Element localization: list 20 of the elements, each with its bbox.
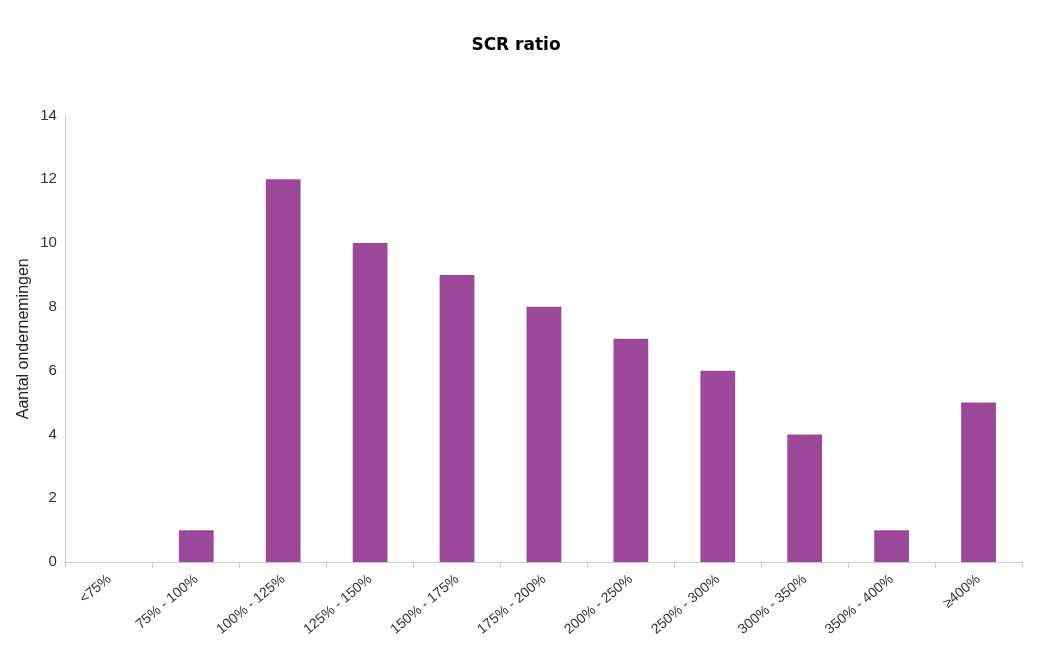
y-tick-label: 12 [40, 169, 57, 187]
bar [700, 370, 736, 563]
bar [961, 402, 996, 563]
y-tick-label: 0 [48, 552, 57, 570]
y-axis-title: Aantal ondernemingen [14, 258, 32, 420]
bar [439, 274, 475, 563]
bar [178, 530, 214, 563]
y-tick-label: 4 [48, 424, 57, 442]
y-tick-label: 8 [48, 296, 57, 314]
bar [787, 434, 823, 563]
bar [352, 243, 388, 563]
y-tick-label: 6 [48, 360, 57, 378]
bar [613, 338, 649, 563]
y-tick-label: 2 [48, 488, 57, 506]
bar [265, 179, 301, 563]
y-tick-label: 14 [40, 105, 57, 123]
bar [874, 530, 910, 563]
y-tick-label: 10 [40, 233, 57, 251]
bar [526, 306, 562, 563]
chart-title: SCR ratio [471, 33, 561, 54]
